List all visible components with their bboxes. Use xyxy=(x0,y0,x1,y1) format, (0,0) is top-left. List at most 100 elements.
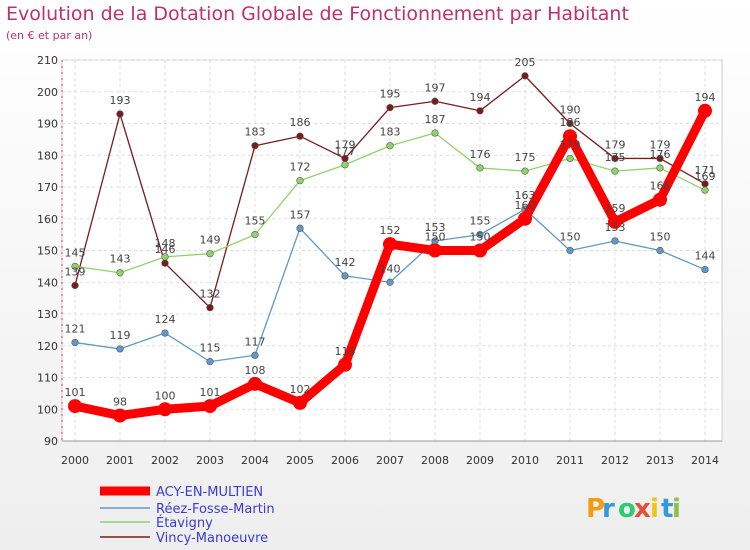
brand-letter: o xyxy=(618,494,636,524)
data-label: 119 xyxy=(110,329,131,342)
data-label: 176 xyxy=(470,148,491,161)
data-point xyxy=(656,164,664,172)
data-point xyxy=(476,164,484,172)
data-point xyxy=(71,262,79,270)
data-label: 148 xyxy=(155,237,176,250)
data-point xyxy=(566,154,574,163)
data-point xyxy=(473,243,487,258)
brand-letter: i xyxy=(672,494,681,524)
data-point xyxy=(566,119,574,128)
data-label: 145 xyxy=(65,246,86,259)
data-point xyxy=(68,399,82,414)
data-label: 175 xyxy=(605,151,626,164)
data-label: 150 xyxy=(470,231,491,244)
brand-letter: r xyxy=(602,494,615,524)
data-point xyxy=(521,72,529,80)
y-tick-label: 180 xyxy=(37,149,58,162)
data-point xyxy=(431,129,439,137)
data-label: 176 xyxy=(650,148,671,161)
data-label: 132 xyxy=(200,288,221,301)
data-point xyxy=(71,281,79,290)
y-tick-label: 170 xyxy=(37,181,58,194)
data-label: 179 xyxy=(560,138,581,151)
data-point xyxy=(611,154,619,163)
data-point xyxy=(476,231,484,239)
y-tick-label: 200 xyxy=(37,86,58,99)
data-point xyxy=(203,399,217,414)
data-point xyxy=(206,358,214,366)
data-point xyxy=(206,250,214,258)
data-point xyxy=(161,253,169,261)
data-label: 124 xyxy=(155,313,176,326)
data-label: 146 xyxy=(155,243,176,256)
data-label: 193 xyxy=(110,94,131,107)
data-label: 149 xyxy=(200,234,221,247)
y-tick-label: 110 xyxy=(37,372,58,385)
y-tick-label: 160 xyxy=(37,213,58,226)
data-point xyxy=(656,246,664,255)
data-label: 142 xyxy=(335,256,356,269)
y-tick-label: 120 xyxy=(37,340,58,353)
data-label: 194 xyxy=(470,91,491,104)
data-label: 143 xyxy=(110,253,131,266)
x-tick-label: 2003 xyxy=(196,454,224,467)
data-label: 169 xyxy=(695,170,716,183)
x-tick-label: 2013 xyxy=(646,454,674,467)
brand-letter: i xyxy=(650,494,659,524)
brand-letter: t xyxy=(661,494,673,524)
y-tick-label: 190 xyxy=(37,118,58,131)
legend-label-0: ACY-EN-MULTIEN xyxy=(156,485,263,500)
y-tick-label: 140 xyxy=(37,276,58,289)
data-label: 144 xyxy=(695,250,716,263)
data-point xyxy=(161,259,169,267)
data-point xyxy=(206,304,214,312)
data-label: 159 xyxy=(605,202,626,215)
data-point xyxy=(701,186,709,194)
data-point xyxy=(251,142,259,150)
data-point xyxy=(116,345,124,353)
data-label: 98 xyxy=(113,396,127,409)
data-point xyxy=(71,338,79,347)
x-tick-label: 2011 xyxy=(556,454,584,467)
data-point xyxy=(116,110,124,118)
data-label: 100 xyxy=(155,389,176,402)
chart-subtitle: (en € et par an) xyxy=(6,29,93,42)
data-label: 194 xyxy=(695,91,716,104)
x-tick-label: 2007 xyxy=(376,454,404,467)
data-point xyxy=(161,329,169,337)
data-label: 115 xyxy=(200,342,221,355)
data-point xyxy=(563,129,577,144)
data-label: 187 xyxy=(425,113,446,126)
x-tick-label: 2005 xyxy=(286,454,314,467)
data-label: 163 xyxy=(515,189,536,202)
data-label: 155 xyxy=(470,215,491,228)
legend-label-1: Réez-Fosse-Martin xyxy=(156,502,275,517)
data-label: 101 xyxy=(200,386,221,399)
data-point xyxy=(341,272,349,280)
data-label: 155 xyxy=(245,215,266,228)
data-label: 150 xyxy=(650,231,671,244)
x-tick-label: 2008 xyxy=(421,454,449,467)
data-point xyxy=(476,107,484,115)
data-label: 121 xyxy=(65,323,86,336)
data-point xyxy=(518,211,532,226)
data-point xyxy=(113,408,127,423)
x-tick-label: 2001 xyxy=(106,454,134,467)
data-point xyxy=(611,237,619,245)
data-point xyxy=(116,269,124,277)
data-label: 186 xyxy=(560,116,581,129)
data-label: 172 xyxy=(290,161,311,174)
data-label: 205 xyxy=(515,56,536,69)
data-point xyxy=(653,192,667,207)
x-tick-label: 2014 xyxy=(691,454,719,467)
x-tick-label: 2006 xyxy=(331,454,359,467)
data-point xyxy=(251,351,259,359)
data-label: 171 xyxy=(695,164,716,177)
y-tick-label: 130 xyxy=(37,308,58,321)
data-label: 183 xyxy=(380,126,401,139)
data-point xyxy=(293,395,307,410)
data-label: 152 xyxy=(380,224,401,237)
x-tick-label: 2009 xyxy=(466,454,494,467)
chart-title: Evolution de la Dotation Globale de Fonc… xyxy=(6,3,629,25)
